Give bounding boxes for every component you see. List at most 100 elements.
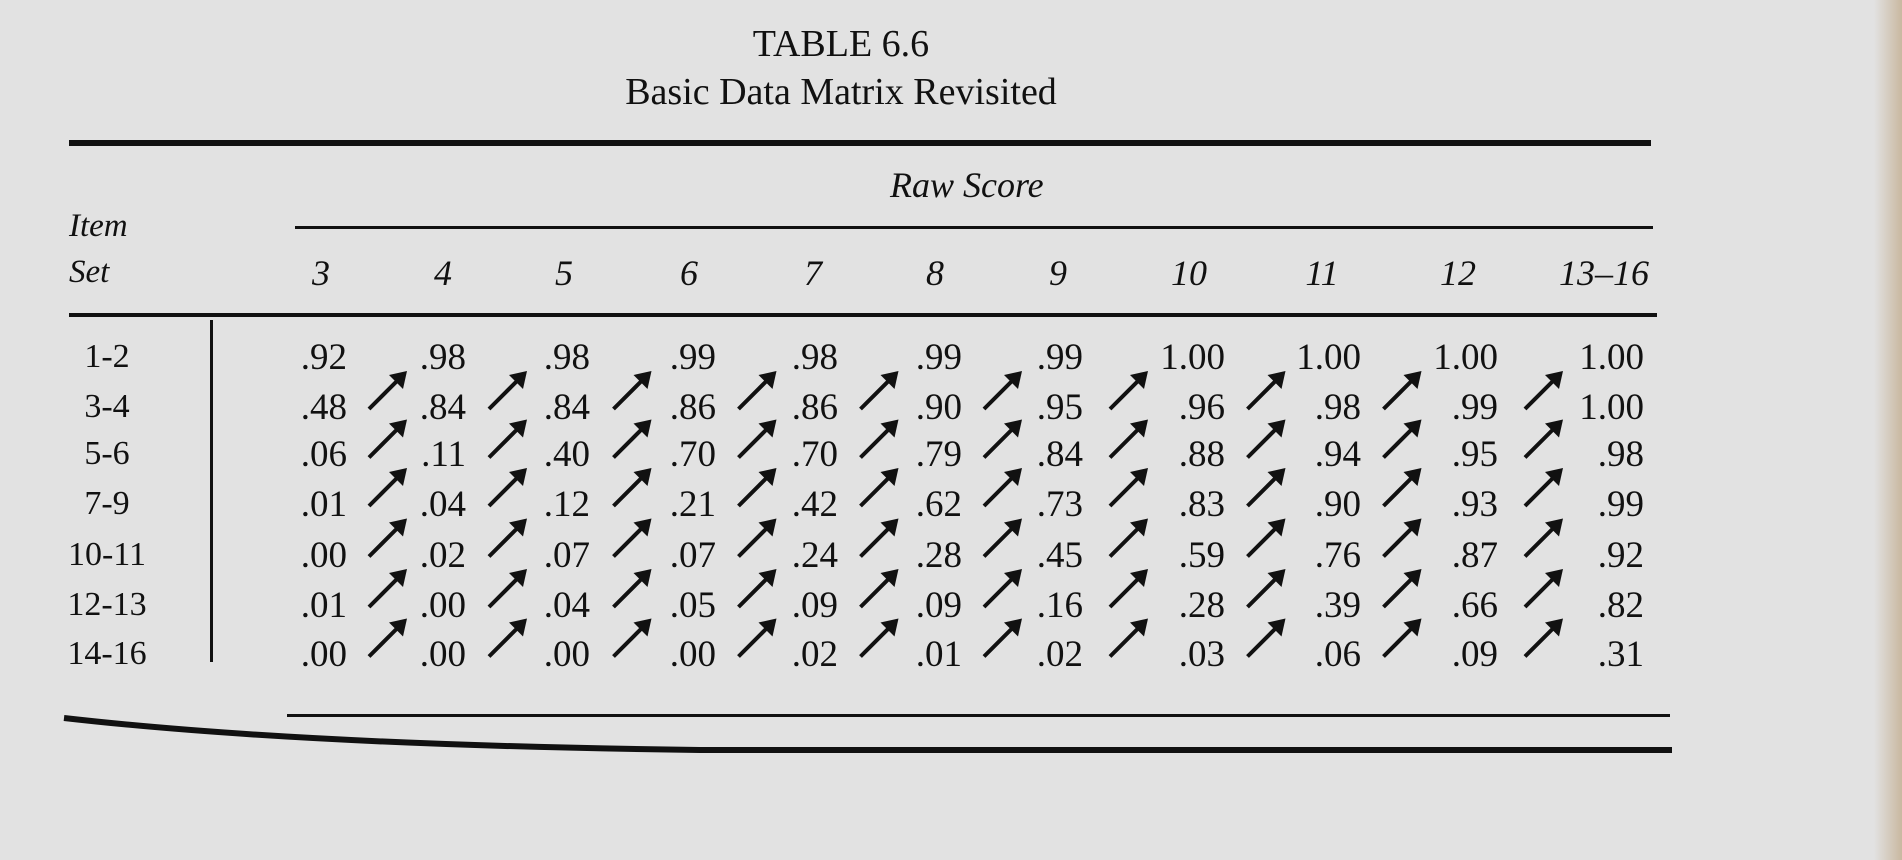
table-cell: .28 <box>1178 585 1225 626</box>
table-cell: .84 <box>419 387 466 428</box>
header-rule <box>69 313 1657 317</box>
table-cell: .84 <box>1036 434 1083 475</box>
arrow-up-right-icon <box>1246 618 1286 658</box>
table-cell: .00 <box>419 634 466 675</box>
arrow-up-right-icon <box>737 468 777 508</box>
arrow-up-right-icon <box>859 569 899 609</box>
table-cell: .76 <box>1314 535 1361 576</box>
page-edge <box>1874 0 1902 860</box>
table-cell: .92 <box>1597 535 1644 576</box>
table-cell: .09 <box>1451 634 1498 675</box>
table-cell: .73 <box>1036 484 1083 525</box>
table-cell: 1.00 <box>1433 337 1498 378</box>
arrow-up-right-icon <box>982 618 1022 658</box>
table-cell: .09 <box>791 585 838 626</box>
table-cell: 1.00 <box>1160 337 1225 378</box>
arrow-up-right-icon <box>612 468 652 508</box>
table-cell: .99 <box>1451 387 1498 428</box>
table-cell: .02 <box>419 535 466 576</box>
arrow-up-right-icon <box>487 618 527 658</box>
arrow-up-right-icon <box>1246 419 1286 459</box>
arrow-up-right-icon <box>612 569 652 609</box>
row-label: 1-2 <box>84 338 130 375</box>
arrow-up-right-icon <box>859 518 899 558</box>
table-cell: .00 <box>669 634 716 675</box>
table-cell: .00 <box>543 634 590 675</box>
table-cell: .02 <box>1036 634 1083 675</box>
arrow-up-right-icon <box>487 468 527 508</box>
table-cell: .90 <box>1314 484 1361 525</box>
table-cell: .48 <box>300 387 347 428</box>
table-cell: .03 <box>1178 634 1225 675</box>
arrow-up-right-icon <box>367 618 407 658</box>
arrow-up-right-icon <box>612 618 652 658</box>
stub-header-item: Item <box>69 208 128 244</box>
arrow-up-right-icon <box>1523 468 1563 508</box>
arrow-up-right-icon <box>487 371 527 411</box>
table-cell: .99 <box>669 337 716 378</box>
arrow-up-right-icon <box>859 419 899 459</box>
arrow-up-right-icon <box>1108 569 1148 609</box>
table-cell: .02 <box>791 634 838 675</box>
arrow-up-right-icon <box>487 569 527 609</box>
arrow-up-right-icon <box>737 371 777 411</box>
arrow-up-right-icon <box>859 468 899 508</box>
table-cell: .92 <box>300 337 347 378</box>
table-cell: .98 <box>543 337 590 378</box>
table-cell: .96 <box>1178 387 1225 428</box>
arrow-up-right-icon <box>1523 618 1563 658</box>
table-cell: .99 <box>915 337 962 378</box>
table-cell: .98 <box>419 337 466 378</box>
table-cell: .87 <box>1451 535 1498 576</box>
column-header: 6 <box>680 253 698 293</box>
arrow-up-right-icon <box>737 419 777 459</box>
table-cell: .86 <box>791 387 838 428</box>
column-header: 10 <box>1171 253 1207 293</box>
bottom-thin-rule <box>287 714 1670 717</box>
table-cell: .04 <box>543 585 590 626</box>
table-cell: .94 <box>1314 434 1361 475</box>
table-cell: .06 <box>300 434 347 475</box>
arrow-up-right-icon <box>367 569 407 609</box>
arrow-up-right-icon <box>487 419 527 459</box>
table-cell: .01 <box>915 634 962 675</box>
arrow-up-right-icon <box>612 371 652 411</box>
table-cell: .05 <box>669 585 716 626</box>
table-cell: .98 <box>791 337 838 378</box>
spanner-header: Raw Score <box>890 165 1044 205</box>
table-cell: .98 <box>1597 434 1644 475</box>
table-cell: 1.00 <box>1579 387 1644 428</box>
table-cell: .00 <box>300 535 347 576</box>
arrow-up-right-icon <box>982 419 1022 459</box>
table-cell: .31 <box>1597 634 1644 675</box>
table-cell: .98 <box>1314 387 1361 428</box>
column-header: 13–16 <box>1559 253 1649 293</box>
arrow-up-right-icon <box>612 419 652 459</box>
arrow-up-right-icon <box>1382 518 1422 558</box>
table-cell: .16 <box>1036 585 1083 626</box>
arrow-up-right-icon <box>1523 569 1563 609</box>
table-cell: .86 <box>669 387 716 428</box>
table-cell: .42 <box>791 484 838 525</box>
arrow-up-right-icon <box>1108 618 1148 658</box>
stub-header-set: Set <box>69 254 110 290</box>
row-label: 7-9 <box>84 485 130 522</box>
arrow-up-right-icon <box>1382 419 1422 459</box>
spanner-rule <box>295 226 1653 229</box>
table-cell: .09 <box>915 585 962 626</box>
top-rule <box>69 140 1651 146</box>
arrow-up-right-icon <box>1108 468 1148 508</box>
arrow-up-right-icon <box>1246 569 1286 609</box>
arrow-up-right-icon <box>737 618 777 658</box>
column-header: 8 <box>926 253 944 293</box>
table-cell: .93 <box>1451 484 1498 525</box>
table-cell: .45 <box>1036 535 1083 576</box>
arrow-up-right-icon <box>1108 419 1148 459</box>
column-header: 9 <box>1049 253 1067 293</box>
arrow-up-right-icon <box>1523 518 1563 558</box>
arrow-up-right-icon <box>1246 468 1286 508</box>
arrow-up-right-icon <box>737 518 777 558</box>
table-cell: .11 <box>421 434 466 475</box>
